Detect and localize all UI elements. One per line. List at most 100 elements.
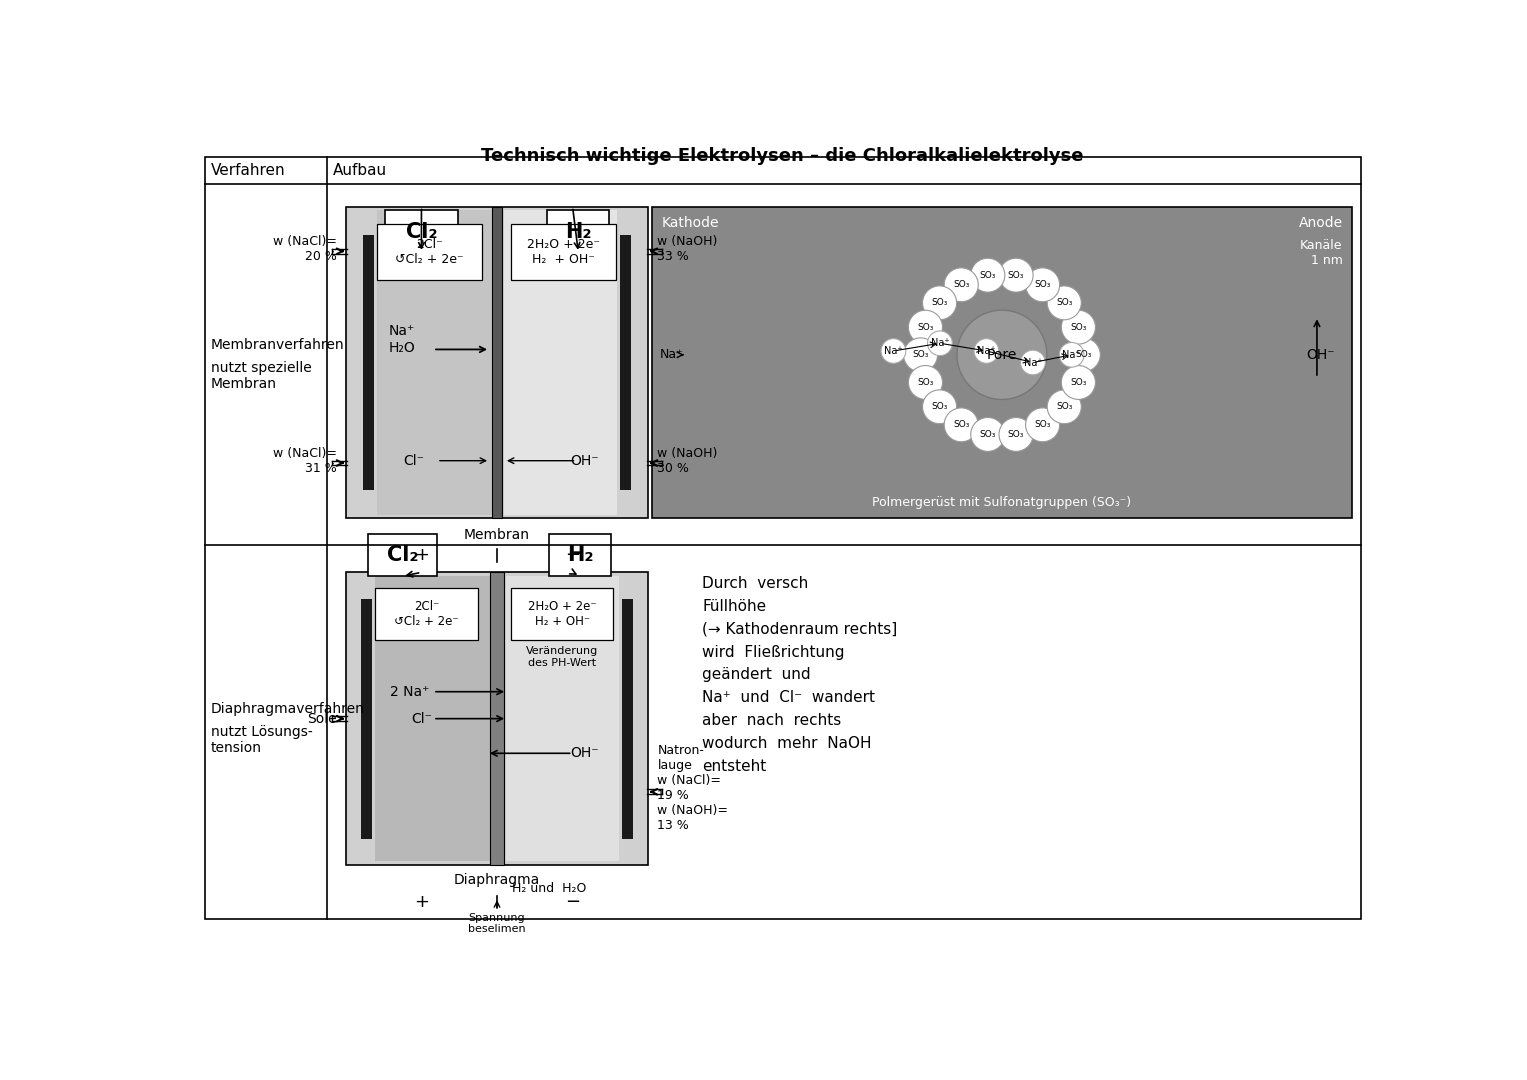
- Circle shape: [881, 339, 906, 363]
- Text: SO₃: SO₃: [953, 420, 970, 430]
- Circle shape: [1048, 286, 1081, 320]
- Text: Diaphragma: Diaphragma: [454, 874, 541, 888]
- Text: SO₃: SO₃: [953, 281, 970, 289]
- Circle shape: [944, 408, 979, 442]
- Bar: [548, 534, 611, 577]
- Text: −: −: [565, 893, 580, 910]
- Circle shape: [922, 286, 956, 320]
- Text: Na⁺
H₂O: Na⁺ H₂O: [389, 324, 415, 354]
- Circle shape: [1061, 365, 1095, 400]
- Text: Technisch wichtige Elektrolysen – die Chloralkalielektrolyse: Technisch wichtige Elektrolysen – die Ch…: [481, 147, 1084, 164]
- Circle shape: [909, 365, 942, 400]
- Text: OH⁻: OH⁻: [570, 746, 599, 760]
- Circle shape: [971, 258, 1005, 293]
- Text: w (NaCl)=
20 %: w (NaCl)= 20 %: [273, 235, 336, 262]
- Bar: [347, 572, 647, 865]
- Bar: [505, 577, 618, 861]
- Text: Pore: Pore: [986, 348, 1017, 362]
- Text: OH⁻: OH⁻: [570, 454, 599, 468]
- Text: SO₃: SO₃: [931, 402, 948, 411]
- Text: Veränderung
des PH-Wert: Veränderung des PH-Wert: [525, 646, 599, 667]
- Bar: [376, 588, 478, 640]
- Text: SO₃: SO₃: [1008, 271, 1025, 280]
- Text: −: −: [565, 546, 580, 565]
- Text: Cl₂: Cl₂: [406, 221, 437, 242]
- Text: OH⁻: OH⁻: [1307, 348, 1335, 362]
- Text: Spannung
beselimen: Spannung beselimen: [469, 913, 525, 934]
- Text: Cl⁻: Cl⁻: [403, 454, 425, 468]
- Bar: [363, 234, 374, 490]
- Text: Membranverfahren: Membranverfahren: [211, 338, 345, 352]
- Text: SO₃: SO₃: [918, 378, 933, 387]
- Bar: [347, 206, 647, 518]
- Text: H₂ und  H₂O: H₂ und H₂O: [513, 881, 586, 894]
- Text: +: +: [414, 893, 429, 910]
- Text: Na⁺: Na⁺: [660, 349, 683, 362]
- Bar: [621, 598, 632, 838]
- Circle shape: [1066, 338, 1101, 372]
- Circle shape: [927, 330, 953, 355]
- Bar: [376, 577, 492, 861]
- Bar: [490, 572, 504, 865]
- Text: SO₃: SO₃: [1034, 420, 1051, 430]
- Text: Durch  versch
Füllhöhe
(→ Kathodenraum rechts]
wird  Fließrichtung
geändert  und: Durch versch Füllhöhe (→ Kathodenraum re…: [702, 577, 898, 773]
- Text: Diaphragmaverfahren: Diaphragmaverfahren: [211, 702, 365, 716]
- Text: Anode: Anode: [1298, 216, 1342, 230]
- Text: SO₃: SO₃: [1075, 350, 1092, 360]
- Text: 2H₂O + 2e⁻
H₂ + OH⁻: 2H₂O + 2e⁻ H₂ + OH⁻: [528, 599, 597, 627]
- Bar: [652, 206, 1351, 518]
- Text: SO₃: SO₃: [1034, 281, 1051, 289]
- Text: Polmergerüst mit Sulfonatgruppen (SO₃⁻): Polmergerüst mit Sulfonatgruppen (SO₃⁻): [872, 496, 1132, 509]
- Text: 2H₂O + 2e⁻
H₂  + OH⁻: 2H₂O + 2e⁻ H₂ + OH⁻: [527, 238, 600, 266]
- Circle shape: [957, 310, 1048, 400]
- Circle shape: [1026, 268, 1060, 301]
- Text: Na⁺: Na⁺: [1023, 357, 1043, 367]
- Text: 2Cl⁻
↺Cl₂ + 2e⁻: 2Cl⁻ ↺Cl₂ + 2e⁻: [394, 599, 458, 627]
- Text: Na⁺: Na⁺: [977, 346, 996, 356]
- Text: 2 Na⁺: 2 Na⁺: [389, 685, 429, 699]
- Text: Sole: Sole: [307, 712, 336, 726]
- Text: nutzt Lösungs-
tension: nutzt Lösungs- tension: [211, 725, 313, 755]
- Bar: [385, 211, 458, 253]
- Bar: [492, 206, 502, 518]
- Bar: [362, 598, 373, 838]
- Circle shape: [1061, 310, 1095, 345]
- Text: 2Cl⁻
↺Cl₂ + 2e⁻: 2Cl⁻ ↺Cl₂ + 2e⁻: [395, 238, 464, 266]
- Bar: [512, 588, 614, 640]
- Text: +: +: [414, 546, 429, 565]
- Circle shape: [974, 339, 999, 363]
- Text: SO₃: SO₃: [980, 430, 996, 438]
- Circle shape: [922, 390, 956, 423]
- Text: Aufbau: Aufbau: [333, 162, 386, 177]
- Text: w (NaCl)=
31 %: w (NaCl)= 31 %: [273, 447, 336, 475]
- Text: Na⁺: Na⁺: [1063, 350, 1081, 360]
- Text: SO₃: SO₃: [980, 271, 996, 280]
- Text: w (NaOH)
30 %: w (NaOH) 30 %: [658, 447, 718, 475]
- Text: Cl⁻: Cl⁻: [411, 712, 432, 726]
- Circle shape: [999, 418, 1034, 451]
- Text: Cl₂: Cl₂: [386, 545, 418, 565]
- Circle shape: [1060, 342, 1084, 367]
- Bar: [377, 225, 481, 280]
- Bar: [620, 234, 631, 490]
- Text: SO₃: SO₃: [1008, 430, 1025, 438]
- Circle shape: [999, 258, 1034, 293]
- Text: SO₃: SO₃: [931, 298, 948, 308]
- Circle shape: [1026, 408, 1060, 442]
- Text: H₂: H₂: [567, 545, 592, 565]
- Text: Verfahren: Verfahren: [211, 162, 286, 177]
- Bar: [377, 211, 492, 514]
- Text: Natron-
lauge
w (NaCl)=
19 %
w (NaOH)=
13 %: Natron- lauge w (NaCl)= 19 % w (NaOH)= 1…: [658, 744, 728, 832]
- Bar: [368, 534, 437, 577]
- Bar: [512, 225, 615, 280]
- Text: nutzt spezielle
Membran: nutzt spezielle Membran: [211, 361, 312, 391]
- Text: SO₃: SO₃: [1057, 402, 1072, 411]
- Circle shape: [904, 338, 938, 372]
- Circle shape: [1048, 390, 1081, 423]
- Circle shape: [944, 268, 979, 301]
- Text: SO₃: SO₃: [912, 350, 928, 360]
- Circle shape: [909, 310, 942, 345]
- Circle shape: [971, 418, 1005, 451]
- Text: SO₃: SO₃: [918, 323, 933, 332]
- Bar: [504, 211, 617, 514]
